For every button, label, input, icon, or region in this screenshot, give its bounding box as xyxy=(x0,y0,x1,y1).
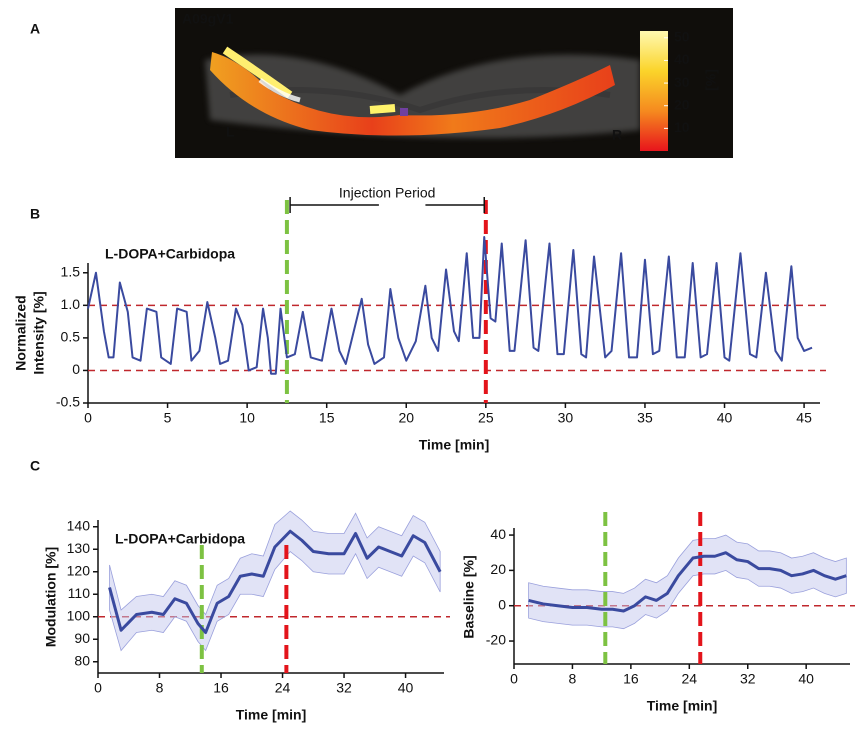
x-tick-label: 0 xyxy=(84,410,92,426)
x-tick-label: 20 xyxy=(398,410,414,426)
y-tick-label: 80 xyxy=(74,652,90,668)
side-label: R xyxy=(612,127,622,143)
panel-label: B xyxy=(30,206,40,222)
colorbar-tick-label: 10 xyxy=(674,119,690,135)
x-tick-label: 24 xyxy=(682,671,698,687)
x-tick-label: 5 xyxy=(164,410,172,426)
series-label: L-DOPA+Carbidopa xyxy=(115,531,245,547)
colorbar-tick-label: 20 xyxy=(674,96,690,112)
x-tick-label: 25 xyxy=(478,410,494,426)
y-axis-label: Normalized xyxy=(13,295,29,370)
y-tick-label: 1.0 xyxy=(61,296,81,312)
figure: A B C 1020304050[%]A09gV1LR-0.500.51.01.… xyxy=(0,0,855,730)
y-axis-label: Intensity [%] xyxy=(31,291,47,374)
y-tick-label: 0.5 xyxy=(61,329,81,345)
x-tick-label: 24 xyxy=(275,680,291,696)
colorbar xyxy=(640,31,668,151)
x-tick-label: 45 xyxy=(796,410,812,426)
y-tick-label: 0 xyxy=(72,361,80,377)
x-tick-label: 32 xyxy=(336,680,352,696)
colorbar-label: [%] xyxy=(703,69,719,91)
y-tick-label: 20 xyxy=(490,561,506,577)
x-tick-label: 8 xyxy=(156,680,164,696)
x-tick-label: 30 xyxy=(558,410,574,426)
y-tick-label: -20 xyxy=(486,632,506,648)
series-label: L-DOPA+Carbidopa xyxy=(105,246,235,262)
y-tick-label: 100 xyxy=(67,607,91,623)
x-tick-label: 15 xyxy=(319,410,335,426)
y-tick-label: 1.5 xyxy=(61,263,81,279)
x-axis-label: Time [min] xyxy=(419,437,490,453)
x-tick-label: 16 xyxy=(623,671,639,687)
x-axis-label: Time [min] xyxy=(647,698,718,714)
y-tick-label: 120 xyxy=(67,562,91,578)
x-axis-label: Time [min] xyxy=(236,707,307,723)
y-tick-label: 90 xyxy=(74,630,90,646)
y-tick-label: -0.5 xyxy=(56,394,80,410)
y-axis-label: Baseline [%] xyxy=(461,555,477,638)
panel-label: A xyxy=(30,21,40,37)
y-tick-label: 0 xyxy=(498,596,506,612)
y-tick-label: 130 xyxy=(67,540,91,556)
image-title: A09gV1 xyxy=(182,11,234,27)
y-tick-label: 40 xyxy=(490,526,506,542)
y-tick-label: 110 xyxy=(68,585,91,601)
y-tick-label: 140 xyxy=(67,517,91,533)
x-tick-label: 35 xyxy=(637,410,653,426)
error-band xyxy=(529,535,847,629)
x-tick-label: 32 xyxy=(740,671,756,687)
colorbar-tick-label: 30 xyxy=(674,74,690,90)
side-label: L xyxy=(226,124,235,140)
x-tick-label: 0 xyxy=(510,671,518,687)
y-axis-label: Modulation [%] xyxy=(43,547,59,647)
x-tick-label: 40 xyxy=(717,410,733,426)
x-tick-label: 40 xyxy=(398,680,414,696)
colorbar-tick-label: 50 xyxy=(674,28,690,44)
x-tick-label: 0 xyxy=(94,680,102,696)
x-tick-label: 10 xyxy=(239,410,255,426)
x-tick-label: 8 xyxy=(569,671,577,687)
panel-label: C xyxy=(30,458,40,474)
x-tick-label: 16 xyxy=(213,680,229,696)
colorbar-tick-label: 40 xyxy=(674,51,690,67)
annotation-text: Injection Period xyxy=(339,185,436,201)
x-tick-label: 40 xyxy=(798,671,814,687)
